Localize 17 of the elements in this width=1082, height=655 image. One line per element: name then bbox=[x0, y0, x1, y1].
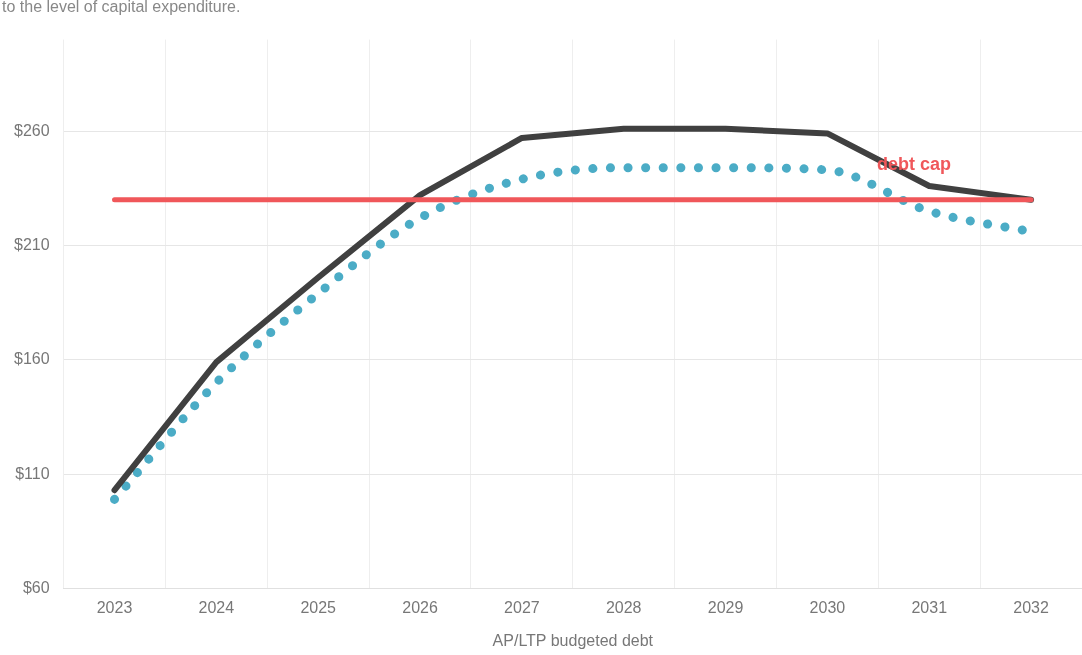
x-tick-label: 2026 bbox=[402, 598, 438, 616]
chart-subtitle: to the level of capital expenditure. bbox=[1, 0, 242, 16]
y-tick-label: $160 bbox=[14, 350, 50, 368]
x-tick-label: 2030 bbox=[809, 598, 846, 616]
x-tick-label: 2023 bbox=[96, 598, 133, 616]
y-tick-label: $60 bbox=[22, 579, 50, 597]
x-tick-label: 2029 bbox=[707, 598, 744, 616]
x-tick-label: 2028 bbox=[605, 598, 642, 616]
x-tick-label: 2027 bbox=[504, 598, 540, 616]
x-tick-label: 2024 bbox=[198, 598, 235, 616]
x-tick-label: 2031 bbox=[911, 598, 948, 616]
y-tick-label: $110 bbox=[15, 464, 50, 482]
x-tick-label: 2032 bbox=[1013, 598, 1049, 616]
x-tick-label: 2025 bbox=[300, 598, 337, 616]
y-tick-label: $260 bbox=[14, 121, 50, 139]
y-tick-label: $210 bbox=[14, 235, 50, 253]
x-axis-title: AP/LTP budgeted debt bbox=[492, 631, 654, 649]
